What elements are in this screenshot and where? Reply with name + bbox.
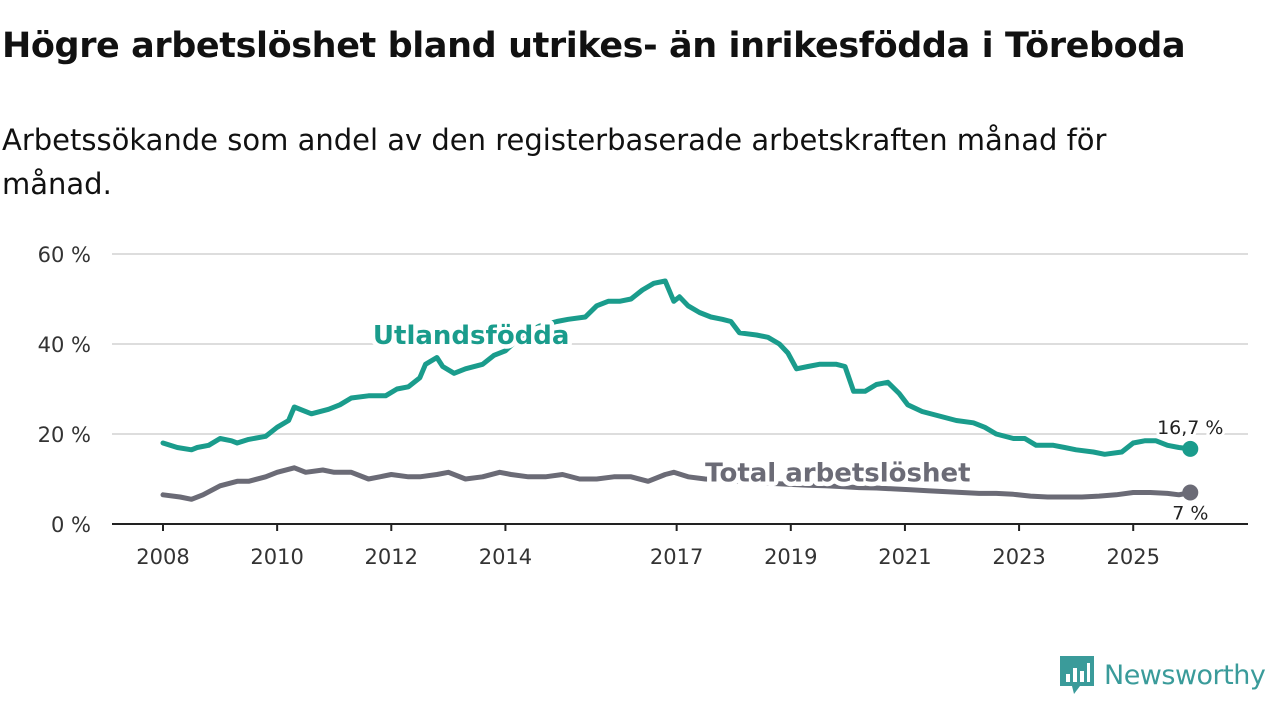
x-tick-label: 2025 [1106,545,1159,569]
chart-title: Högre arbetslöshet bland utrikes- än inr… [2,26,1186,66]
x-tick-label: 2014 [479,545,532,569]
series-label-halo: Utlandsfödda [373,321,570,351]
y-tick-label: 60 % [38,243,91,267]
newsworthy-logo: Newsworthy [1058,654,1266,696]
chart-subtitle: Arbetssökande som andel av den registerb… [2,123,1107,201]
brand-name: Newsworthy [1104,659,1266,691]
series-label-halo: Total arbetslöshet [705,458,970,488]
end-point-marker [1182,484,1199,501]
x-tick-label: 2021 [878,545,931,569]
series-line-utlandsfodda [160,278,1193,457]
x-tick-label: 2017 [650,545,703,569]
x-tick-label: 2010 [250,545,303,569]
x-tick-label: 2012 [365,545,418,569]
x-tick-label: 2023 [992,545,1045,569]
end-point-marker [1182,440,1199,457]
y-tick-label: 20 % [38,423,91,447]
end-value-label: 16,7 % [1157,417,1223,439]
end-value-halo: 16,7 % [1157,417,1223,439]
y-tick-label: 0 % [51,513,91,537]
series-layer [160,278,1193,502]
bar-chart-logo-icon [1060,656,1094,694]
series-label: Total arbetslöshet [705,458,970,488]
grid-layer: 0 % 20 % 40 % 60 % [38,243,1248,537]
end-value-label: 7 % [1172,503,1208,525]
series-line-total [160,465,1193,502]
x-axis: 2008 2010 2012 2014 2017 2019 2021 2023 2025 [112,523,1248,569]
series-label: Utlandsfödda [373,321,570,351]
y-tick-label: 40 % [38,333,91,357]
x-tick-label: 2019 [764,545,817,569]
end-value-halo: 7 % [1172,503,1208,525]
x-tick-label: 2008 [136,545,189,569]
